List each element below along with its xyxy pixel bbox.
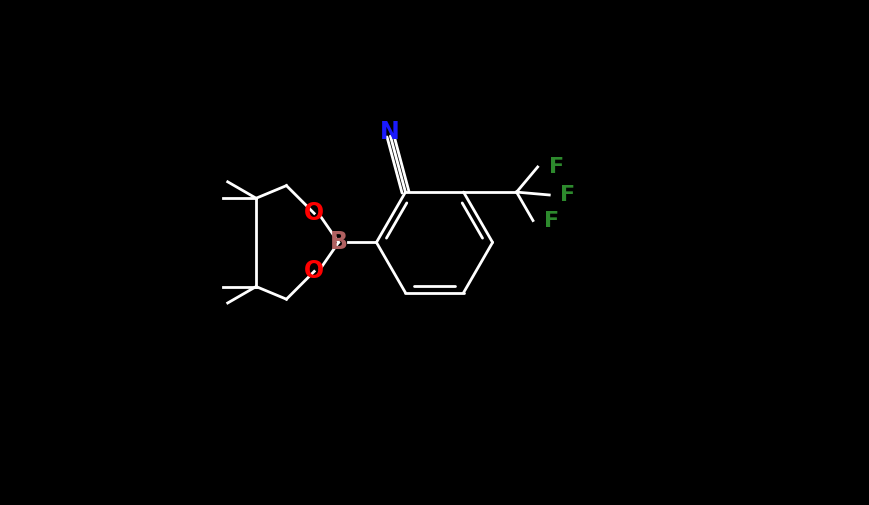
- Text: O: O: [304, 201, 324, 225]
- Text: F: F: [561, 185, 575, 205]
- Text: N: N: [380, 120, 399, 144]
- Text: O: O: [304, 260, 324, 283]
- Text: B: B: [329, 230, 348, 255]
- Text: F: F: [544, 211, 560, 231]
- Text: F: F: [548, 157, 564, 177]
